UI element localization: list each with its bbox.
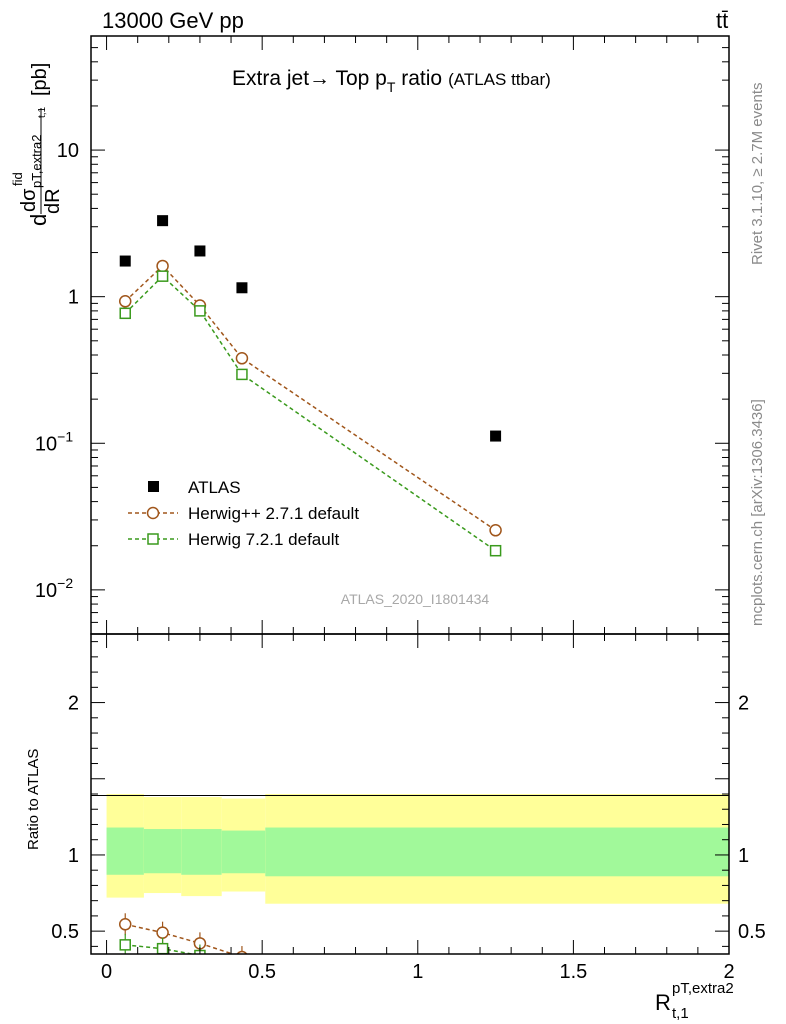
main-ytick-label: 10−1 <box>35 428 73 455</box>
ratio-ytick-label-right: 2 <box>738 693 749 715</box>
main-data-point-herwig7 <box>156 270 169 282</box>
legend: ATLAS Herwig++ 2.7.1 default Herwig 7.2.… <box>128 478 359 549</box>
ratio-series-layer <box>118 913 501 986</box>
svg-text:[pb]: [pb] <box>29 63 51 96</box>
main-data-point-atlas <box>119 255 131 267</box>
main-series-line <box>124 275 497 552</box>
svg-text:d: d <box>26 214 51 226</box>
ratio-band-green <box>221 830 266 874</box>
svg-text:dR: dR <box>42 188 64 214</box>
main-data-point-herwig7 <box>119 307 131 320</box>
main-frame <box>90 35 730 635</box>
ratio-xtick-label: 0.5 <box>248 961 276 983</box>
main-data-point-atlas <box>490 430 502 442</box>
ratio-xtick-label: 2 <box>723 961 734 983</box>
energy-label: 13000 GeV pp <box>102 8 244 33</box>
ratio-point-herwig7 <box>237 963 247 973</box>
svg-text:fid: fid <box>10 172 25 186</box>
ratio-point-herwigpp <box>118 918 132 931</box>
svg-text:pT,extra2: pT,extra2 <box>672 980 734 997</box>
ratio-point-herwig7 <box>491 976 501 986</box>
main-data-point-atlas <box>236 282 248 294</box>
main-data-point-herwig7 <box>194 305 206 317</box>
main-tick-layer: 10 1 10−1 10−2 <box>35 35 730 635</box>
main-series-layer <box>118 215 502 557</box>
plot-title: Extra jet→ Top pT ratio (ATLAS ttbar) <box>232 67 551 95</box>
mcplots-label: mcplots.cern.ch [arXiv:1306.3436] <box>749 399 766 626</box>
svg-text:t,1: t,1 <box>37 106 48 118</box>
ratio-point-herwigpp <box>490 967 501 978</box>
main-data-point-herwigpp <box>235 352 249 365</box>
ratio-xtick-label: 0 <box>101 961 112 983</box>
legend-item-atlas: ATLAS <box>148 478 241 497</box>
ratio-xlabel: R pT,extra2 t,1 <box>655 980 734 1022</box>
main-data-point-herwig7 <box>489 544 502 557</box>
legend-herwigpp-marker <box>146 506 160 520</box>
main-data-point-herwigpp <box>118 295 132 308</box>
ratio-ytick-label-left: 1 <box>68 845 79 867</box>
legend-item-herwigpp: Herwig++ 2.7.1 default <box>128 504 359 523</box>
legend-atlas-label: ATLAS <box>188 478 241 497</box>
ratio-tick-layer: 2 2 1 1 0.5 0.5 0 0.5 1 1.5 2 <box>51 634 766 983</box>
main-data-point-atlas <box>194 245 206 257</box>
main-data-point-herwig7 <box>236 368 248 381</box>
ratio-ytick-label-left: 0.5 <box>51 921 79 943</box>
legend-herwig7-label: Herwig 7.2.1 default <box>188 530 339 549</box>
ratio-ytick-label-right: 0.5 <box>738 921 766 943</box>
ratio-band-green <box>181 829 222 875</box>
ratio-band-green <box>106 827 144 875</box>
main-ytick-label: 10−2 <box>35 575 73 602</box>
main-panel: 10 1 10−1 10−2 Extra jet→ Top pT ratio (ATLA… <box>10 35 730 635</box>
legend-atlas-marker <box>148 481 159 492</box>
ratio-point-herwigpp <box>156 926 169 939</box>
ratio-ylabel: Ratio to ATLAS <box>25 749 42 850</box>
svg-text:R: R <box>655 990 671 1015</box>
ratio-ytick-label-right: 1 <box>738 845 749 867</box>
ratio-xtick-label: 1 <box>412 961 423 983</box>
ratio-xtick-label: 1.5 <box>559 961 587 983</box>
ratio-band-green <box>265 827 729 877</box>
main-ylabel: d dσ fid pT,extra2 t,1 dR [pb] <box>10 63 64 226</box>
ratio-band-layer <box>106 794 729 904</box>
legend-item-herwig7: Herwig 7.2.1 default <box>128 530 339 549</box>
ratio-point-herwig7 <box>119 939 131 951</box>
ratio-panel: 2 2 1 1 0.5 0.5 0 0.5 1 1.5 2 Ratio to ATLAS R pT,… <box>25 633 766 1022</box>
ratio-series-line <box>125 923 236 954</box>
svg-text:pT,extra2: pT,extra2 <box>29 135 44 188</box>
rivet-label: Rivet 3.1.10, ≥ 2.7M events <box>749 83 766 266</box>
svg-text:t,1: t,1 <box>672 1005 689 1022</box>
main-data-point-atlas <box>157 215 169 227</box>
ratio-ytick-label-left: 2 <box>68 693 79 715</box>
ratio-point-herwigpp <box>236 950 248 954</box>
main-series-line <box>124 264 497 531</box>
ratio-band-green <box>143 829 182 874</box>
legend-herwigpp-label: Herwig++ 2.7.1 default <box>188 504 359 523</box>
legend-herwig7-marker <box>147 533 159 545</box>
main-ytick-label: 1 <box>68 287 79 309</box>
svg-text:dσ: dσ <box>18 188 40 212</box>
main-ytick-label: 10 <box>57 140 79 162</box>
ratio-point-herwig7 <box>156 942 169 954</box>
process-label: tt̄ <box>716 8 728 33</box>
analysis-watermark: ATLAS_2020_I1801434 <box>341 591 490 607</box>
main-data-point-herwigpp <box>156 259 169 273</box>
main-data-point-herwigpp <box>489 524 502 537</box>
ratio-series-line <box>125 944 196 954</box>
